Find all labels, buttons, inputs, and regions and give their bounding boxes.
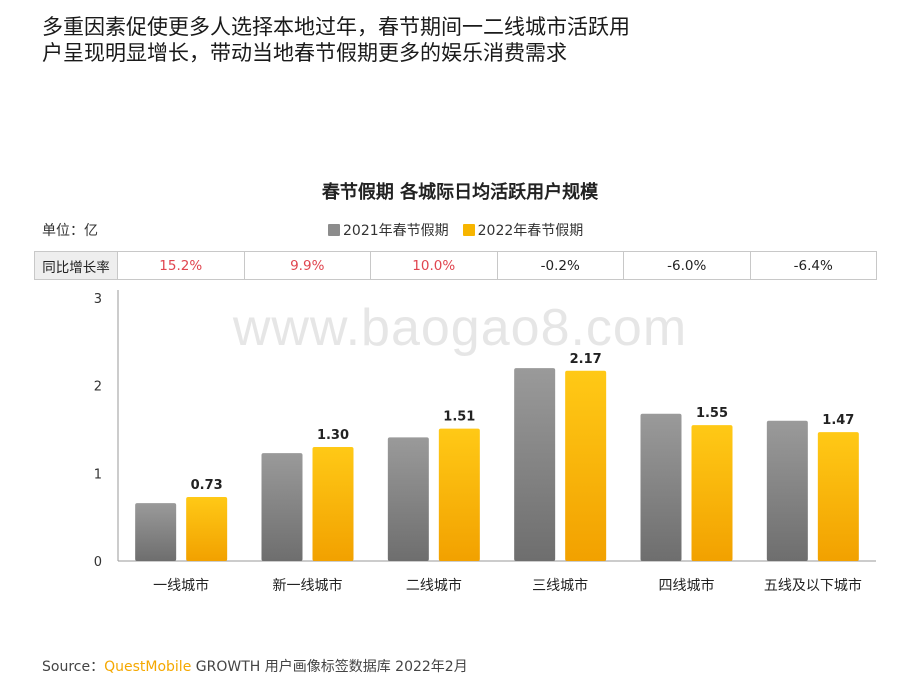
yoy-cell: 15.2%: [117, 251, 245, 280]
x-category-label: 五线及以下城市: [764, 577, 862, 594]
yoy-cell: 10.0%: [370, 251, 498, 280]
x-category-label: 二线城市: [406, 577, 462, 594]
bar-2022: [186, 497, 228, 561]
yoy-cell: -6.4%: [749, 251, 877, 280]
legend-label-2022: 2022年春节假期: [477, 223, 584, 239]
yoy-cell: -6.0%: [623, 251, 751, 280]
yoy-row: 同比增长率 15.2% 9.9% 10.0% -0.2% -6.0% -6.4%: [34, 251, 877, 280]
yoy-cell: -0.2%: [496, 251, 624, 280]
data-label: 0.73: [191, 478, 223, 493]
data-label: 1.47: [822, 413, 854, 428]
legend-item-2021: 2021年春节假期: [328, 220, 449, 240]
bar-2022: [817, 432, 859, 561]
legend-item-2022: 2022年春节假期: [462, 220, 584, 240]
page-headline: 多重因素促使更多人选择本地过年，春节期间一二线城市活跃用 户呈现明显增长，带动当…: [42, 14, 842, 66]
y-tick-label: 2: [94, 380, 102, 395]
bar-2021: [514, 368, 556, 561]
bar-2021: [135, 503, 177, 561]
bar-chart: 0 1 2 3 0.73 一线城市 1.30 新一线城市 1.51 二线城市 2.17 三线城市 1.5…: [94, 290, 876, 594]
y-tick-label: 3: [94, 292, 102, 307]
data-label: 1.51: [443, 410, 475, 425]
unit-label: 单位：亿: [42, 223, 98, 239]
source-brand: QuestMobile: [104, 659, 192, 675]
headline-line-2: 户呈现明显增长，带动当地春节假期更多的娱乐消费需求: [42, 41, 567, 65]
legend-label-2021: 2021年春节假期: [343, 223, 449, 239]
source-rest: GROWTH 用户画像标签数据库 2022年2月: [191, 659, 468, 675]
source-note: Source：QuestMobile GROWTH 用户画像标签数据库 2022…: [42, 656, 468, 676]
bar-2021: [640, 413, 682, 561]
data-label: 2.17: [570, 352, 602, 367]
y-tick-label: 1: [94, 467, 102, 482]
data-label: 1.55: [696, 406, 728, 421]
x-category-label: 新一线城市: [273, 577, 343, 594]
bar-2021: [261, 453, 303, 561]
chart-title: 春节假期 各城际日均活跃用户规模: [321, 182, 599, 203]
x-category-label: 四线城市: [659, 577, 715, 594]
yoy-cell: 9.9%: [243, 251, 371, 280]
bar-2022: [691, 425, 733, 561]
bar-2022: [565, 370, 607, 561]
chart-legend: 2021年春节假期 2022年春节假期: [328, 220, 583, 240]
bar-2021: [766, 420, 808, 561]
bar-2021: [387, 437, 429, 561]
bar-2022: [312, 447, 354, 561]
yoy-header-cell: 同比增长率: [34, 251, 118, 280]
y-tick-label: 0: [94, 555, 102, 570]
x-category-label: 一线城市: [153, 577, 209, 594]
source-prefix: Source：: [42, 659, 105, 675]
legend-swatch-2022: [462, 224, 475, 236]
x-category-label: 三线城市: [532, 577, 588, 594]
headline-line-1: 多重因素促使更多人选择本地过年，春节期间一二线城市活跃用: [42, 15, 630, 39]
bar-2022: [438, 428, 480, 561]
legend-swatch-2021: [328, 224, 340, 236]
data-label: 1.30: [317, 428, 349, 443]
yoy-growth-table: 同比增长率 15.2% 9.9% 10.0% -0.2% -6.0% -6.4%: [34, 251, 877, 280]
